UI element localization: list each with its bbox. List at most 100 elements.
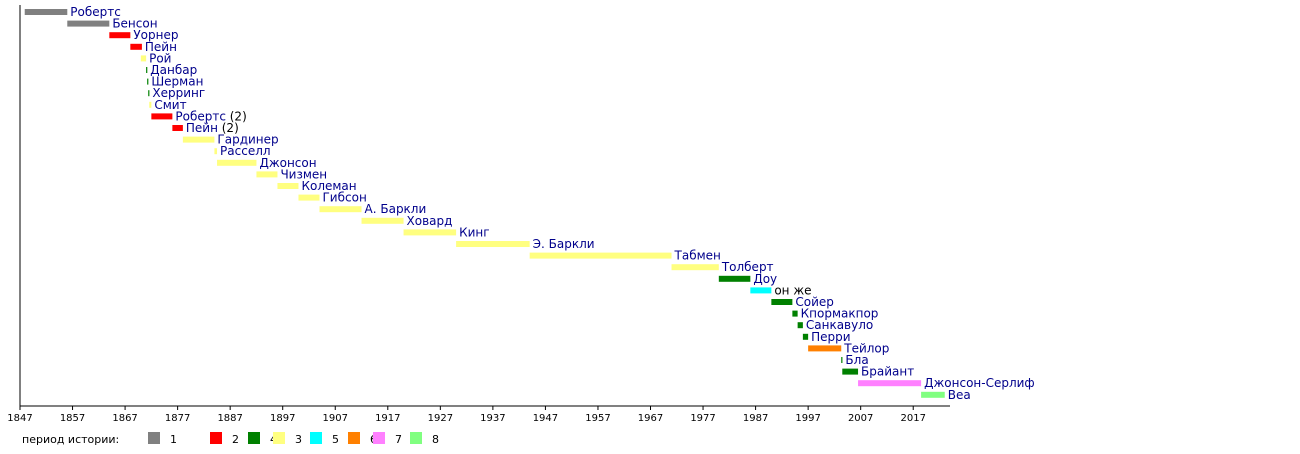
timeline-bar: [214, 148, 218, 155]
bar-label: Толберт: [721, 260, 774, 274]
bar-label: Чизмен: [280, 167, 327, 181]
timeline-bar: [797, 322, 803, 329]
bar-label: Санкавуло: [806, 318, 873, 332]
legend-swatch: [373, 432, 385, 444]
bar-label: Джонсон: [259, 156, 316, 170]
timeline-bar: [67, 20, 110, 27]
legend: период истории: 12435678: [22, 432, 439, 446]
timeline-bar: [808, 345, 842, 352]
timeline-bar: [140, 55, 147, 62]
timeline-bar: [24, 9, 68, 15]
timeline-bar: [792, 310, 798, 317]
bar-label: Доу: [753, 272, 777, 286]
bar-label: Тейлор: [843, 341, 889, 355]
x-tick-label: 1897: [270, 413, 295, 424]
bar-label: Сойер: [795, 295, 834, 309]
x-tick-label: 1937: [480, 413, 505, 424]
bar-label: Шерман: [151, 75, 203, 89]
x-tick-label: 1957: [585, 413, 610, 424]
timeline-bar: [277, 183, 299, 189]
bar-label: Бенсон: [112, 17, 157, 31]
timeline-bar: [718, 275, 751, 282]
timeline-bar: [858, 380, 922, 387]
legend-title: период истории:: [22, 433, 119, 446]
x-tick-label: 1987: [743, 413, 768, 424]
timeline-bar: [842, 368, 859, 375]
bar-label: Э. Баркли: [533, 237, 595, 251]
bar-label: Робертс (2): [175, 109, 246, 123]
x-tick-label: 1867: [112, 413, 137, 424]
timeline-bar: [256, 171, 278, 178]
bar-label: Смит: [154, 98, 186, 112]
x-tick-label: 1887: [217, 413, 242, 424]
bar-label: Пейн: [145, 40, 177, 54]
bar-label: Гибсон: [322, 191, 366, 205]
x-tick-label: 1997: [795, 413, 820, 424]
bar-label: Кинг: [459, 225, 489, 239]
timeline-bar: [802, 333, 809, 340]
x-tick-label: 1847: [7, 413, 32, 424]
bar-label: Данбар: [150, 63, 197, 77]
bar-label: Табмен: [674, 249, 721, 263]
timeline-bar: [182, 136, 215, 143]
timeline-bar: [361, 217, 404, 224]
x-tick-label: 1877: [165, 413, 190, 424]
bar-label: Веа: [948, 388, 971, 402]
timeline-bar: [109, 32, 131, 39]
legend-swatch: [348, 432, 360, 444]
timeline-bar: [841, 357, 843, 363]
x-tick-label: 1927: [428, 413, 453, 424]
bar-label: Уорнер: [133, 28, 178, 42]
x-tick-label: 1947: [533, 413, 558, 424]
timeline-bar: [147, 78, 149, 85]
legend-label: 3: [295, 433, 302, 446]
timeline-bar: [217, 159, 257, 166]
bar-label: он же: [774, 283, 811, 297]
legend-label: 1: [170, 433, 177, 446]
x-tick-label: 1967: [638, 413, 663, 424]
legend-swatch: [248, 432, 260, 444]
legend-swatch: [273, 432, 285, 444]
bars-layer: РобертсБенсонУорнерПейнРойДанбарШерманХе…: [24, 5, 1035, 402]
bar-label: Колеман: [301, 179, 356, 193]
x-tick-label: 1917: [375, 413, 400, 424]
bar-label: Перри: [811, 330, 850, 344]
timeline-bar: [130, 43, 142, 50]
timeline-bar: [151, 113, 173, 120]
bar-label: Джонсон-Серлиф: [924, 376, 1035, 390]
bar-label: Рой: [149, 51, 171, 65]
timeline-bar: [403, 229, 457, 236]
timeline-bar: [298, 194, 320, 201]
bar-label: Брайант: [861, 365, 914, 379]
legend-swatch: [148, 432, 160, 444]
timeline-bar: [529, 252, 672, 259]
timeline-bar: [456, 241, 530, 247]
legend-label: 8: [432, 433, 439, 446]
legend-label: 5: [332, 433, 339, 446]
legend-swatch: [210, 432, 222, 444]
timeline-bar: [921, 391, 945, 398]
x-tick-label: 1907: [323, 413, 348, 424]
timeline-bar: [671, 264, 719, 271]
legend-label: 7: [395, 433, 402, 446]
timeline-bar: [750, 287, 772, 294]
bar-label: Ховард: [407, 214, 453, 228]
x-axis: 1847 1857 1867 1877 1887 1897 1907 1917 1927 1937…: [7, 5, 950, 424]
bar-label: Бла: [845, 353, 868, 367]
legend-label: 2: [232, 433, 239, 446]
bar-label: А. Баркли: [365, 202, 427, 216]
timeline-bar: [149, 101, 152, 108]
x-tick-label: 1857: [60, 413, 85, 424]
x-tick-label: 2017: [900, 413, 925, 424]
legend-swatch: [410, 432, 422, 444]
bar-label: Пейн (2): [186, 121, 239, 135]
timeline-bar: [319, 206, 362, 213]
timeline-bar: [146, 67, 148, 73]
bar-label: Робертс: [70, 5, 121, 19]
x-tick-label: 1977: [690, 413, 715, 424]
timeline-bar: [148, 90, 150, 97]
timeline-bar: [172, 125, 183, 131]
legend-swatch: [310, 432, 322, 444]
x-tick-label: 2007: [848, 413, 873, 424]
